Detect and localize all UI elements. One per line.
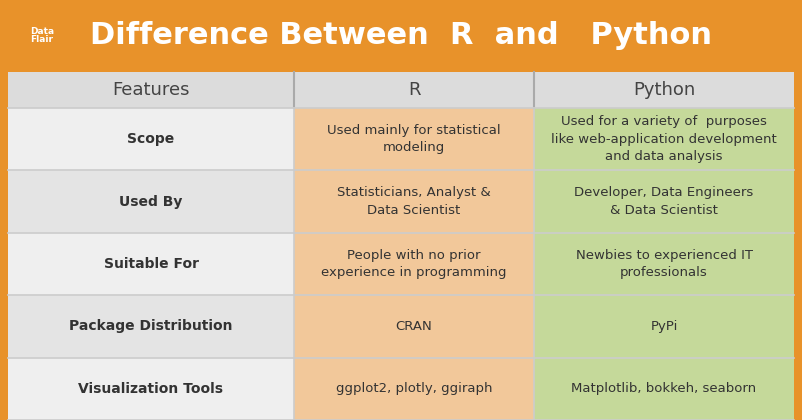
Bar <box>294 295 534 357</box>
Text: Used for a variety of  purposes
like web-application development
and data analys: Used for a variety of purposes like web-… <box>551 115 777 163</box>
Bar <box>294 233 534 295</box>
Text: Package Distribution: Package Distribution <box>69 319 233 333</box>
Text: People with no prior
experience in programming: People with no prior experience in progr… <box>322 249 507 279</box>
Bar <box>8 171 294 233</box>
Bar <box>534 233 794 295</box>
Bar <box>294 357 534 420</box>
Text: Visualization Tools: Visualization Tools <box>79 382 224 396</box>
Text: Used By: Used By <box>119 194 183 209</box>
Text: Flair: Flair <box>30 36 54 45</box>
Text: Python: Python <box>633 81 695 99</box>
Text: PyPi: PyPi <box>650 320 678 333</box>
Bar <box>8 233 294 295</box>
Bar <box>8 295 294 357</box>
Bar <box>8 357 294 420</box>
Text: Newbies to experienced IT
professionals: Newbies to experienced IT professionals <box>576 249 752 279</box>
Text: Difference Between  R  and   Python: Difference Between R and Python <box>90 21 712 50</box>
Bar <box>534 295 794 357</box>
Bar <box>294 108 534 171</box>
Text: Scope: Scope <box>128 132 175 146</box>
Text: Suitable For: Suitable For <box>103 257 199 271</box>
Text: Data: Data <box>30 27 54 37</box>
Bar <box>794 72 802 420</box>
Text: Used mainly for statistical
modeling: Used mainly for statistical modeling <box>327 124 500 155</box>
Text: R: R <box>407 81 420 99</box>
Bar <box>0 0 802 72</box>
Bar <box>0 72 8 420</box>
Text: Matplotlib, bokkeh, seaborn: Matplotlib, bokkeh, seaborn <box>572 382 756 395</box>
Bar <box>8 72 794 108</box>
Bar <box>294 171 534 233</box>
Bar <box>8 108 294 171</box>
Text: Statisticians, Analyst &
Data Scientist: Statisticians, Analyst & Data Scientist <box>337 186 491 217</box>
Text: CRAN: CRAN <box>395 320 432 333</box>
Text: Features: Features <box>112 81 190 99</box>
Bar <box>534 357 794 420</box>
Text: Developer, Data Engineers
& Data Scientist: Developer, Data Engineers & Data Scienti… <box>574 186 754 217</box>
Text: ggplot2, plotly, ggiraph: ggplot2, plotly, ggiraph <box>336 382 492 395</box>
Bar <box>534 171 794 233</box>
Bar <box>534 108 794 171</box>
